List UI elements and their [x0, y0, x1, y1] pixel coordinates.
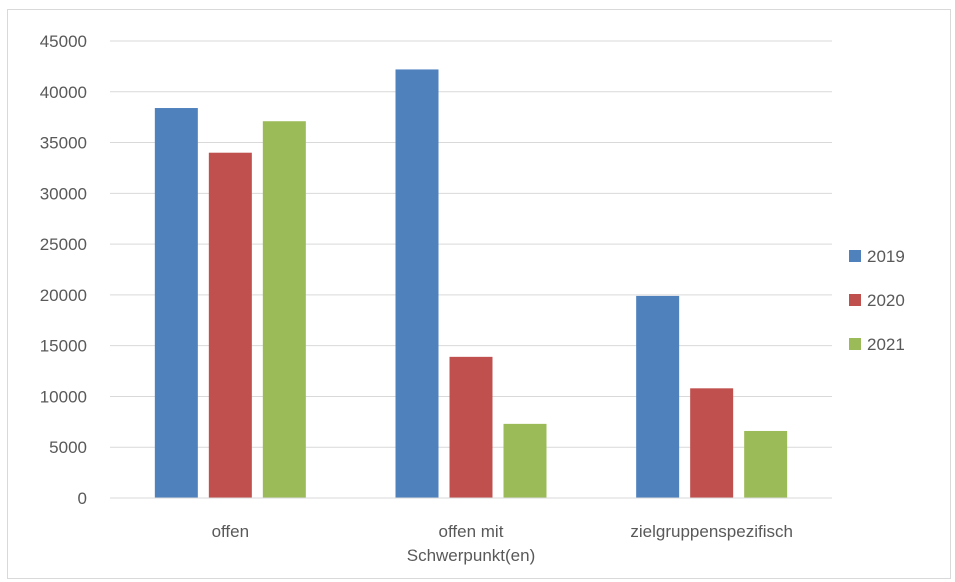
x-tick-label: offen mit — [439, 522, 504, 541]
bar-2019-2 — [395, 69, 439, 499]
bar-2021-2 — [503, 423, 547, 498]
y-tick-label: 0 — [78, 489, 87, 508]
y-tick-label: 35000 — [40, 134, 87, 153]
bars — [154, 69, 788, 499]
legend-label-2021: 2021 — [867, 335, 905, 354]
legend-swatch-2020 — [849, 294, 861, 306]
x-tick-label: offen — [212, 522, 250, 541]
y-tick-label: 15000 — [40, 337, 87, 356]
y-tick-label: 10000 — [40, 387, 87, 406]
x-tick-label: Schwerpunkt(en) — [407, 546, 536, 565]
bar-2019-1 — [154, 108, 198, 498]
bar-2020-2 — [449, 356, 493, 498]
bar-2021-1 — [262, 121, 306, 499]
bar-2020-1 — [208, 152, 252, 498]
y-tick-label: 30000 — [40, 184, 87, 203]
y-tick-label: 25000 — [40, 235, 87, 254]
y-tick-label: 5000 — [49, 438, 87, 457]
x-tick-label: zielgruppenspezifisch — [630, 522, 793, 541]
y-axis-tick-labels: 0 5000 10000 15000 20000 25000 30000 35000 40000… — [40, 32, 87, 508]
bar-2019-3 — [636, 295, 680, 498]
legend-label-2019: 2019 — [867, 247, 905, 266]
y-tick-label: 20000 — [40, 286, 87, 305]
legend-swatch-2021 — [849, 338, 861, 350]
bar-2021-3 — [744, 430, 788, 498]
x-axis-tick-labels: offen offen mit Schwerpunkt(en) zielgruppen… — [212, 522, 793, 565]
legend-swatch-2019 — [849, 250, 861, 262]
bar-2020-3 — [690, 388, 734, 498]
legend: 2019 2020 2021 — [849, 247, 905, 354]
legend-label-2020: 2020 — [867, 291, 905, 310]
y-tick-label: 45000 — [40, 32, 87, 51]
y-tick-label: 40000 — [40, 83, 87, 102]
